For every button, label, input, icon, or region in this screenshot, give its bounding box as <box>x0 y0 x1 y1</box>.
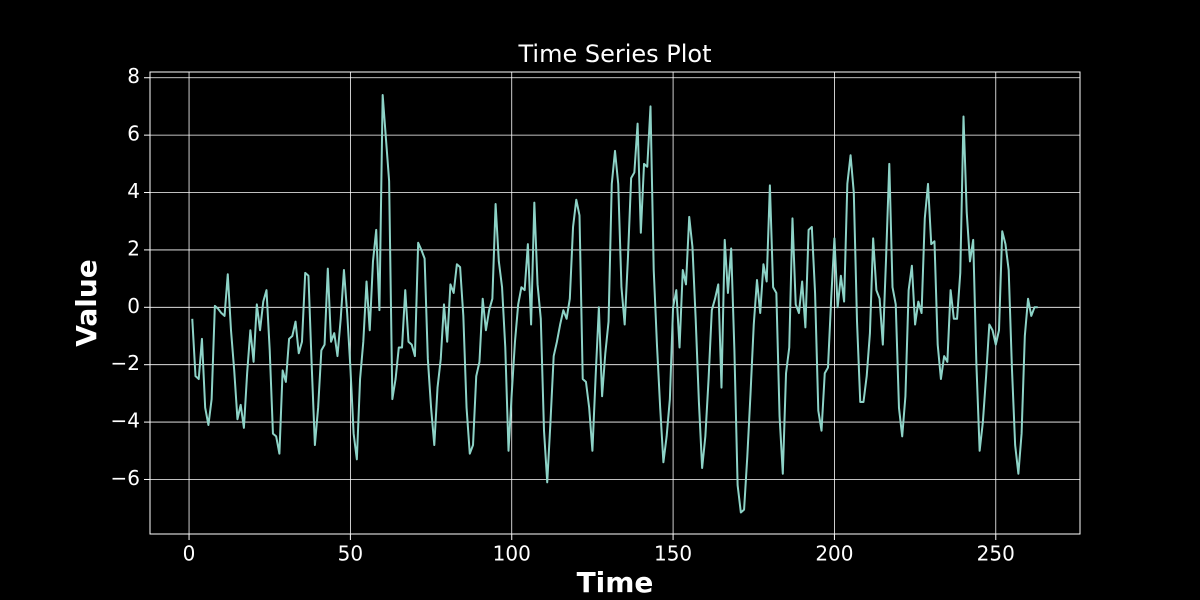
y-tick-label: 4 <box>127 179 140 203</box>
x-tick-label: 250 <box>977 542 1015 566</box>
y-axis-label: Value <box>70 259 103 347</box>
y-tick-label: −4 <box>111 409 140 433</box>
y-tick-label: 2 <box>127 236 140 260</box>
plot-frame <box>149 71 1081 535</box>
y-tick-label: 8 <box>127 64 140 88</box>
y-tick-label: −6 <box>111 466 140 490</box>
x-tick-label: 50 <box>338 542 363 566</box>
y-tick-label: −2 <box>111 351 140 375</box>
x-tick-label: 200 <box>815 542 853 566</box>
chart-title: Time Series Plot <box>517 40 711 68</box>
y-tick-label: 0 <box>127 294 140 318</box>
x-tick-label: 100 <box>493 542 531 566</box>
x-axis-label: Time <box>577 566 654 599</box>
x-tick-label: 150 <box>654 542 692 566</box>
data-line <box>191 93 1038 514</box>
x-tick-label: 0 <box>183 542 196 566</box>
y-tick-label: 6 <box>127 122 140 146</box>
